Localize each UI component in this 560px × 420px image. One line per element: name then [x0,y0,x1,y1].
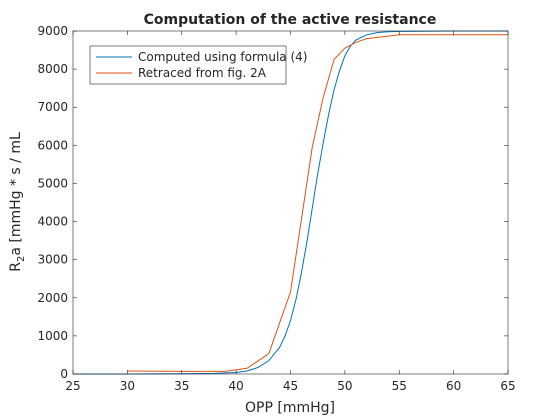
series-line-1 [73,30,508,375]
x-tick-label: 25 [65,379,80,393]
y-tick-label: 5000 [37,176,68,190]
plot-area [73,31,508,374]
y-tick-label: 8000 [37,62,68,76]
y-tick-label: 4000 [37,215,68,229]
legend-entry: Computed using formula (4) [138,50,307,64]
chart-title: Computation of the active resistance [144,12,437,28]
x-tick-label: 35 [174,379,189,393]
x-tick-label: 30 [120,379,135,393]
y-tick-label: 3000 [37,253,68,267]
x-tick-label: 40 [228,379,243,393]
y-tick-label: 9000 [37,24,68,38]
x-axis-label: OPP [mmHg] [245,400,335,416]
x-tick-label: 50 [337,379,352,393]
y-tick-label: 1000 [37,329,68,343]
x-tick-label: 55 [392,379,407,393]
series-line-2 [127,34,508,372]
y-axis-label: R2a [mmHg * s / mL [8,132,27,272]
legend-entry: Retraced from fig. 2A [138,66,267,80]
legend-box [89,45,287,85]
y-tick-label: 2000 [37,291,68,305]
x-tick-label: 45 [283,379,298,393]
y-tick-label: 7000 [37,100,68,114]
x-tick-label: 60 [446,379,461,393]
y-tick-label: 0 [60,367,68,381]
x-tick-label: 65 [500,379,515,393]
y-tick-label: 6000 [37,138,68,152]
